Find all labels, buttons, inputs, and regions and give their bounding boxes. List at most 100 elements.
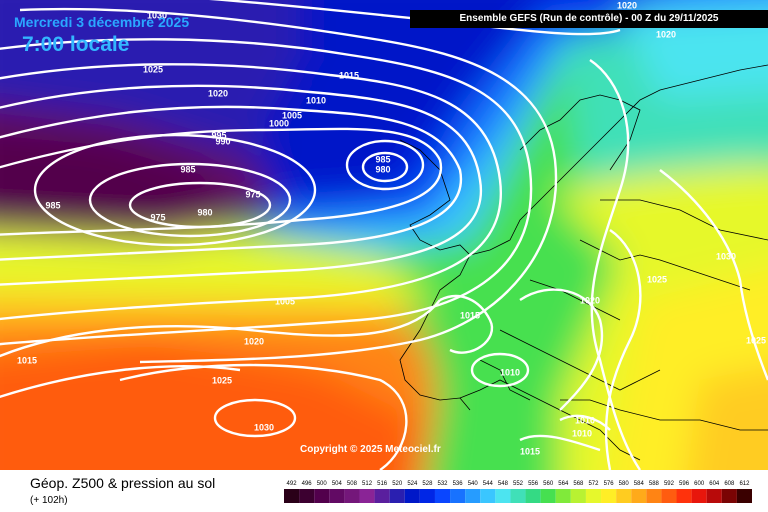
scale-swatch [721, 489, 737, 503]
isobar-label: 1010 [500, 367, 520, 377]
isobars [0, 0, 768, 470]
isobar-label: 1030 [254, 422, 274, 432]
scale-swatch [389, 489, 405, 503]
legend-subtitle: (+ 102h) [30, 495, 68, 506]
scale-tick-label: 608 [724, 481, 735, 487]
scale-swatch [525, 489, 541, 503]
scale-swatch [374, 489, 390, 503]
scale-tick-label: 532 [438, 481, 449, 487]
scale-tick-label: 536 [453, 481, 464, 487]
forecast-date: Mercredi 3 décembre 2025 [14, 14, 190, 30]
scale-swatch [555, 489, 571, 503]
isobar-label: 1020 [208, 88, 228, 98]
scale-tick-label: 548 [498, 481, 509, 487]
scale-swatch [570, 489, 586, 503]
scale-swatch [736, 489, 752, 503]
scale-swatch [631, 489, 647, 503]
scale-swatch [691, 489, 707, 503]
scale-tick-label: 568 [573, 481, 584, 487]
scale-swatch [495, 489, 511, 503]
scale-swatch [540, 489, 556, 503]
isobar-label: 975 [245, 189, 260, 199]
isobar-label: 1025 [746, 335, 766, 345]
copyright-text: Copyright © 2025 Meteociel.fr [300, 444, 441, 455]
scale-swatch [359, 489, 375, 503]
scale-tick-label: 500 [317, 481, 328, 487]
scale-tick-label: 496 [302, 481, 313, 487]
scale-swatch [676, 489, 692, 503]
scale-tick-label: 528 [422, 481, 433, 487]
scale-tick-label: 540 [468, 481, 479, 487]
scale-swatch [284, 489, 300, 503]
isobar-label: 1010 [306, 95, 326, 105]
scale-swatch [465, 489, 481, 503]
scale-swatch [616, 489, 632, 503]
isobar-label: 1005 [282, 110, 302, 120]
scale-tick-label: 584 [634, 481, 645, 487]
scale-swatch [434, 489, 451, 503]
isobar-label: 1020 [656, 29, 676, 39]
scale-tick-label: 612 [739, 481, 750, 487]
isobar-label: 1020 [580, 295, 600, 305]
scale-tick-label: 512 [362, 481, 373, 487]
scale-tick-label: 552 [513, 481, 524, 487]
isobar-label: 985 [375, 154, 390, 164]
scale-tick-label: 524 [407, 481, 418, 487]
scale-swatch [329, 489, 345, 503]
scale-tick-label: 516 [377, 481, 388, 487]
isobar-label: 1000 [269, 118, 289, 128]
scale-swatch [419, 489, 435, 503]
isobar-label: 1015 [520, 446, 540, 456]
scale-tick-label: 576 [604, 481, 615, 487]
isobar-label: 1005 [275, 296, 295, 306]
isobar-label: 985 [45, 200, 60, 210]
scale-tick-label: 580 [619, 481, 630, 487]
scale-tick-label: 508 [347, 481, 358, 487]
isobar-label: 980 [375, 164, 390, 174]
scale-swatch [601, 489, 617, 503]
scale-tick-label: 588 [649, 481, 660, 487]
isobar-label: 975 [150, 212, 165, 222]
isobar-label: 1015 [17, 355, 37, 365]
isobar-label: 985 [180, 164, 195, 174]
legend-title: Géop. Z500 & pression au sol [30, 475, 216, 491]
forecast-time: 7:00 locale [22, 33, 130, 56]
isobar-label: 1020 [617, 0, 637, 10]
scale-swatch [299, 489, 315, 503]
scale-swatch [585, 489, 602, 503]
scale-tick-label: 560 [543, 481, 554, 487]
scale-tick-label: 572 [588, 481, 599, 487]
scale-tick-label: 604 [709, 481, 720, 487]
scale-tick-label: 596 [679, 481, 690, 487]
isobar-labels: 1030102510201015101010051000995990985985… [17, 0, 766, 456]
scale-tick-label: 520 [392, 481, 403, 487]
scale-tick-label: 544 [483, 481, 494, 487]
isobar-label: 1015 [339, 70, 359, 80]
scale-tick-label: 492 [287, 481, 298, 487]
isobar-label: 1030 [147, 10, 167, 20]
isobar-label: 1025 [212, 375, 232, 385]
isobar-label: 1020 [244, 336, 264, 346]
scale-swatch [510, 489, 526, 503]
scale-tick-label: 592 [664, 481, 675, 487]
scale-swatch [661, 489, 677, 503]
isobar-label: 980 [197, 207, 212, 217]
scale-swatch [450, 489, 466, 503]
isobar-label: 1010 [572, 428, 592, 438]
scale-tick-label: 600 [694, 481, 705, 487]
color-scale: 492 496 500 504 508 512 516 520 524 528 532 536 540 5… [284, 481, 752, 503]
scale-tick-label: 504 [332, 481, 343, 487]
isobar-label: 1015 [460, 310, 480, 320]
model-run-label: Ensemble GEFS (Run de contrôle) - 00 Z d… [410, 10, 768, 28]
isobar-label: 1025 [143, 64, 163, 74]
scale-swatch [404, 489, 420, 503]
scale-tick-label: 556 [528, 481, 539, 487]
isobar-label: 990 [215, 136, 230, 146]
isobar-label: 1030 [716, 251, 736, 261]
scale-swatch [314, 489, 330, 503]
scale-swatch [646, 489, 662, 503]
geopotential-map: 1030102510201015101010051000995990985985… [0, 0, 768, 470]
scale-swatch [706, 489, 722, 503]
isobar-label: 1025 [647, 274, 667, 284]
